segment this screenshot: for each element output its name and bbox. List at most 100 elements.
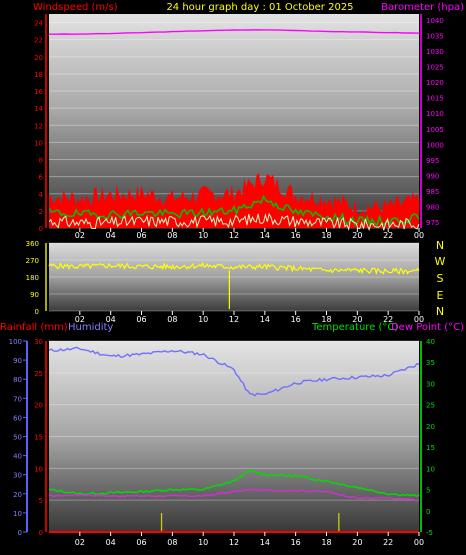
barometer-tick-label: 1015 [426, 95, 444, 103]
humidity-axis-title: Humidity [68, 322, 113, 333]
wind-low-line [48, 212, 420, 232]
x-tick-label: 12 [229, 538, 239, 547]
barometer-line [49, 29, 420, 35]
direction-gridlines [49, 242, 419, 312]
wind-x-tick-labels: 02 04 06 08 10 12 14 16 18 20 22 00 [75, 228, 424, 240]
temperature-tick-label: 20 [426, 423, 435, 431]
barometer-axis-title: Barometer (hpa) [381, 2, 464, 13]
rainfall-tick-label: 25 [34, 370, 43, 378]
x-tick-label: 14 [260, 538, 270, 547]
rainfall-tick-label: 30 [34, 338, 43, 346]
direction-tick-label: 360 [26, 240, 39, 248]
x-tick-label: 22 [383, 231, 393, 240]
windspeed-tick-label: 18 [34, 71, 43, 79]
direction-x-tick-labels: 02 04 06 08 10 12 14 16 18 20 22 00 [75, 311, 424, 324]
barometer-tick-label: 1010 [426, 110, 444, 118]
temperature-tick-label: 10 [426, 465, 435, 473]
rainfall-tick-label: 0 [39, 529, 43, 537]
x-tick-label: 04 [106, 538, 116, 547]
rainfall-tick-label: 10 [34, 465, 43, 473]
x-tick-label: 18 [321, 538, 331, 547]
barometer-tick-label: 1005 [426, 126, 444, 134]
x-tick-label: 10 [198, 538, 208, 547]
temperature-tick-label: -5 [426, 529, 433, 537]
dewpoint-axis-title: Dew Point (°C) [391, 322, 464, 333]
climate-plot-area [49, 341, 419, 532]
humidity-tick-label: 10 [13, 510, 22, 518]
windspeed-tick-label: 14 [34, 105, 43, 113]
barometer-tick-labels: 975 980 985 990 995 1000 1005 1010 1015 1020 1025 1… [426, 17, 444, 227]
windspeed-tick-label: 10 [34, 139, 43, 147]
windspeed-tick-label: 2 [39, 208, 43, 216]
compass-label: N [436, 305, 444, 318]
humidity-tick-label: 20 [13, 491, 22, 499]
x-tick-label: 20 [352, 538, 362, 547]
x-tick-label: 18 [321, 231, 331, 240]
x-tick-label: 22 [383, 315, 393, 324]
x-tick-label: 00 [414, 538, 424, 547]
temperature-tick-label: 40 [426, 338, 435, 346]
x-tick-label: 04 [106, 315, 116, 324]
barometer-tick-label: 1040 [426, 17, 444, 25]
humidity-tick-label: 30 [13, 472, 22, 480]
windspeed-tick-label: 20 [34, 54, 43, 62]
x-tick-label: 14 [260, 231, 270, 240]
x-tick-label: 06 [136, 538, 146, 547]
x-tick-label: 18 [321, 315, 331, 324]
windspeed-axis-title: Windspeed (m/s) [33, 2, 118, 13]
humidity-tick-labels: 0 10 20 30 40 50 60 70 80 90 100 [9, 338, 27, 537]
direction-plot-area [49, 243, 419, 311]
x-tick-label: 16 [291, 315, 301, 324]
x-tick-label: 20 [352, 315, 362, 324]
temperature-tick-label: 15 [426, 444, 435, 452]
x-tick-label: 06 [136, 231, 146, 240]
direction-tick-label: 0 [35, 308, 39, 316]
barometer-tick-label: 1035 [426, 33, 444, 41]
humidity-tick-label: 70 [13, 395, 22, 403]
barometer-tick-label: 1030 [426, 48, 444, 56]
x-tick-label: 12 [229, 231, 239, 240]
compass-labels: N W S E N [435, 239, 446, 318]
temperature-tick-label: 30 [426, 380, 435, 388]
rainfall-tick-label: 5 [39, 497, 43, 505]
barometer-tick-label: 990 [426, 172, 439, 180]
x-tick-label: 02 [75, 538, 85, 547]
temperature-tick-labels: -5 0 5 10 15 20 25 30 35 40 [426, 338, 435, 537]
barometer-tick-label: 995 [426, 157, 439, 165]
x-tick-label: 16 [291, 538, 301, 547]
direction-tick-label: 180 [26, 274, 39, 282]
barometer-tick-label: 1020 [426, 79, 444, 87]
rainfall-tick-label: 20 [34, 402, 43, 410]
wind-average-line [48, 194, 420, 227]
humidity-line [48, 346, 419, 397]
windspeed-tick-label: 0 [39, 225, 43, 233]
temperature-tick-label: 0 [426, 508, 430, 516]
climate-x-tick-labels: 02 04 06 08 10 12 14 16 18 20 22 00 [75, 532, 424, 547]
humidity-tick-label: 90 [13, 357, 22, 365]
windspeed-tick-label: 22 [34, 37, 43, 45]
x-tick-label: 02 [75, 315, 85, 324]
windspeed-tick-label: 16 [34, 88, 43, 96]
x-tick-label: 12 [229, 315, 239, 324]
wind-plot-area [49, 14, 419, 228]
barometer-tick-label: 1025 [426, 64, 444, 72]
wind-series [48, 29, 420, 232]
windspeed-tick-label: 24 [34, 20, 43, 28]
temperature-tick-label: 5 [426, 487, 430, 495]
humidity-tick-label: 60 [13, 414, 22, 422]
x-tick-label: 10 [198, 315, 208, 324]
direction-series [48, 261, 420, 310]
wind-gridlines [49, 22, 419, 229]
humidity-tick-label: 80 [13, 376, 22, 384]
windspeed-tick-label: 4 [39, 191, 44, 199]
temperature-tick-label: 35 [426, 359, 435, 367]
barometer-tick-label: 985 [426, 188, 439, 196]
barometer-tick-label: 1000 [426, 141, 444, 149]
x-tick-label: 08 [167, 538, 177, 547]
x-tick-label: 00 [414, 315, 424, 324]
page-title: 24 hour graph day : 01 October 2025 [166, 2, 353, 13]
x-tick-label: 00 [414, 231, 424, 240]
direction-line [48, 261, 420, 276]
windspeed-tick-label: 12 [34, 122, 43, 130]
